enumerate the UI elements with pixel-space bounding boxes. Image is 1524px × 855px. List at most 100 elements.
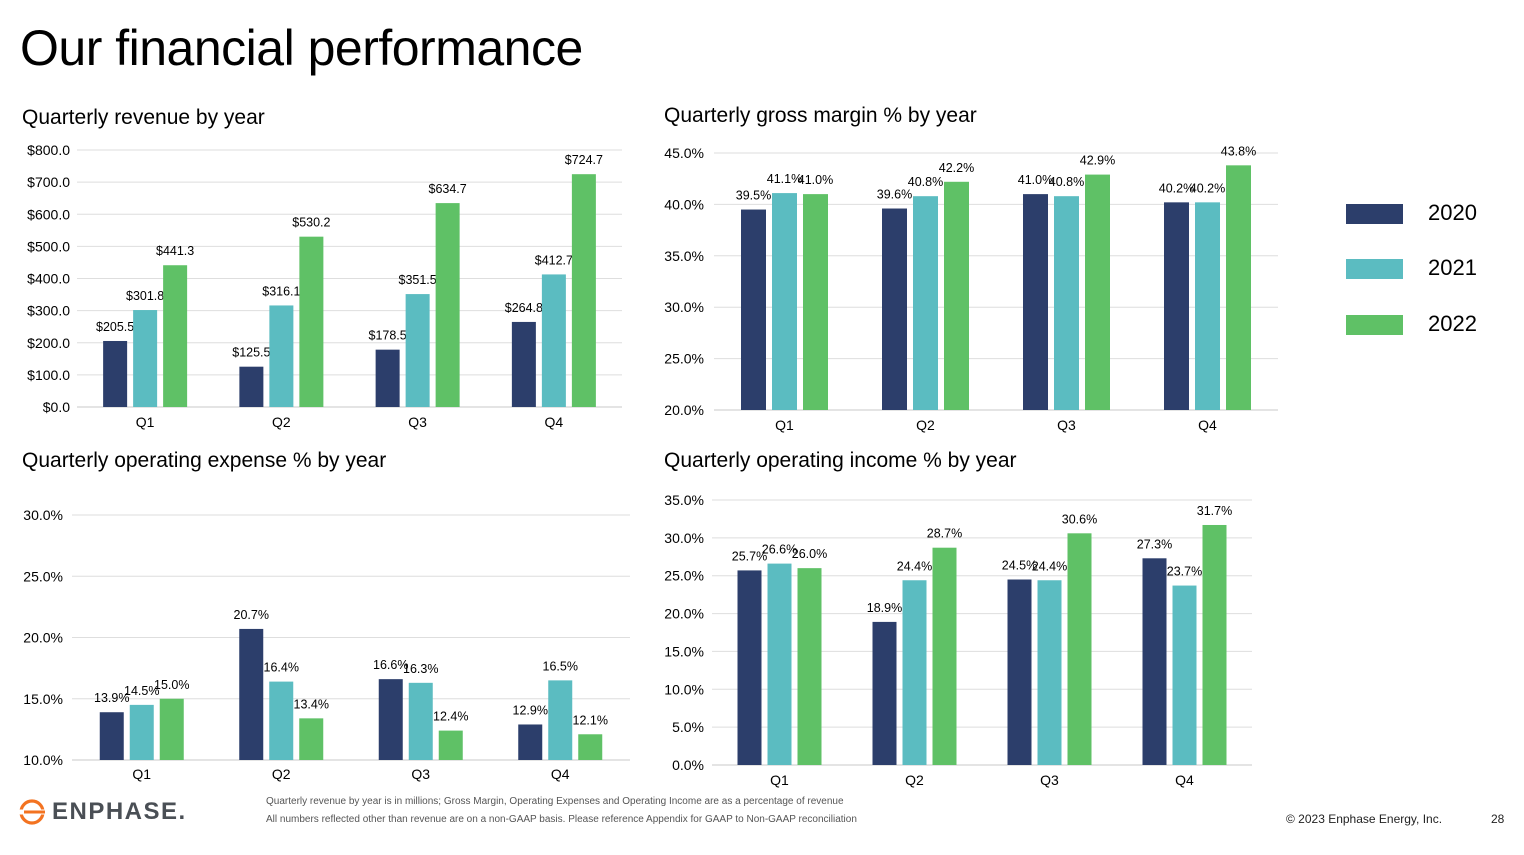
gross-margin-category-label: Q3 — [1057, 417, 1076, 433]
opinc-data-label: 30.6% — [1062, 512, 1097, 526]
opinc-bar-2021-Q3 — [1037, 580, 1062, 765]
legend-item-2021: 2021 — [1346, 255, 1496, 281]
opex-bar-2021-Q3 — [408, 682, 433, 760]
opex-data-label: 15.0% — [154, 678, 189, 692]
gross-margin-bar-2021-Q2 — [913, 196, 938, 410]
opinc-category-label: Q1 — [770, 772, 789, 788]
gross-margin-category-label: Q1 — [775, 417, 794, 433]
revenue-data-label: $178.5 — [369, 329, 407, 343]
opinc-bar-2022-Q1 — [797, 568, 822, 765]
footnote-line-2: All numbers reflected other than revenue… — [266, 814, 857, 825]
enphase-logo-text: ENPHASE. — [52, 798, 187, 825]
revenue-category-label: Q2 — [272, 414, 291, 430]
opinc-bar-2021-Q4 — [1172, 585, 1197, 765]
opex-bar-2022-Q1 — [159, 698, 184, 760]
opex-bar-2020-Q4 — [518, 724, 543, 760]
gross-margin-chart-title: Quarterly gross margin % by year — [664, 104, 977, 127]
operating-expense-chart-title: Quarterly operating expense % by year — [22, 449, 387, 472]
opex-ytick-label: 25.0% — [23, 568, 63, 584]
gross-margin-bar-2020-Q3 — [1023, 194, 1048, 410]
legend-item-2022: 2022 — [1346, 311, 1496, 337]
revenue-data-label: $530.2 — [292, 216, 330, 230]
opex-ytick-label: 10.0% — [23, 752, 63, 768]
revenue-bar-2022-Q1 — [163, 265, 188, 407]
gross-margin-data-label: 43.8% — [1221, 144, 1256, 158]
gross-margin-category-label: Q4 — [1198, 417, 1217, 433]
revenue-bar-2021-Q2 — [269, 305, 294, 407]
revenue-bar-2022-Q2 — [299, 236, 324, 407]
revenue-data-label: $264.8 — [505, 301, 543, 315]
opinc-data-label: 23.7% — [1167, 565, 1202, 579]
opinc-bar-2020-Q1 — [737, 570, 762, 765]
revenue-data-label: $634.7 — [429, 182, 467, 196]
opinc-data-label: 24.4% — [897, 559, 932, 573]
revenue-bar-2021-Q4 — [541, 274, 566, 407]
opex-ytick-label: 15.0% — [23, 691, 63, 707]
gross-margin-bar-2022-Q1 — [803, 194, 828, 410]
gross-margin-bar-2022-Q3 — [1085, 174, 1110, 410]
revenue-ytick-label: $800.0 — [27, 142, 70, 158]
legend-swatch-2022 — [1346, 315, 1403, 335]
gross-margin-bar-2022-Q4 — [1226, 165, 1251, 410]
gross-margin-bar-2020-Q2 — [882, 208, 907, 410]
revenue-bar-2020-Q4 — [511, 321, 536, 407]
opinc-bar-2020-Q4 — [1142, 558, 1167, 765]
opex-data-label: 16.3% — [403, 662, 438, 676]
opex-bar-2021-Q1 — [129, 704, 154, 760]
opex-category-label: Q4 — [551, 766, 570, 782]
revenue-bar-2022-Q3 — [435, 203, 460, 407]
opinc-data-label: 26.0% — [792, 547, 827, 561]
opex-data-label: 20.7% — [234, 608, 269, 622]
opex-bar-2022-Q4 — [578, 734, 603, 760]
gross-margin-data-label: 42.2% — [939, 161, 974, 175]
revenue-data-label: $441.3 — [156, 244, 194, 258]
legend-label-2021: 2021 — [1428, 255, 1477, 280]
opex-category-label: Q3 — [411, 766, 430, 782]
revenue-ytick-label: $100.0 — [27, 367, 70, 383]
revenue-bar-2022-Q4 — [571, 174, 596, 407]
opex-bar-2020-Q3 — [378, 679, 403, 760]
revenue-data-label: $205.5 — [96, 320, 134, 334]
opinc-ytick-label: 0.0% — [672, 757, 704, 773]
opex-bar-2022-Q2 — [299, 718, 324, 760]
opinc-bar-2020-Q3 — [1007, 579, 1032, 765]
revenue-data-label: $125.5 — [232, 346, 270, 360]
gross-margin-bar-2022-Q2 — [944, 181, 969, 410]
copyright: © 2023 Enphase Energy, Inc. — [1286, 812, 1443, 826]
revenue-ytick-label: $500.0 — [27, 238, 70, 254]
revenue-bar-2020-Q2 — [239, 366, 264, 407]
revenue-ytick-label: $300.0 — [27, 303, 70, 319]
opinc-ytick-label: 30.0% — [664, 530, 704, 546]
revenue-bar-2020-Q3 — [375, 349, 400, 407]
opex-bar-2020-Q2 — [239, 628, 264, 760]
revenue-category-label: Q1 — [136, 414, 155, 430]
opinc-bar-2020-Q2 — [872, 621, 897, 765]
gross-margin-bar-2020-Q4 — [1164, 202, 1189, 410]
revenue-bar-2021-Q1 — [133, 310, 158, 407]
page-number: 28 — [1491, 812, 1505, 826]
opex-data-label: 13.9% — [94, 691, 129, 705]
gross-margin-data-label: 41.0% — [1018, 173, 1053, 187]
opex-bar-2022-Q3 — [438, 730, 463, 760]
revenue-data-label: $301.8 — [126, 289, 164, 303]
opex-ytick-label: 20.0% — [23, 630, 63, 646]
gross-margin-bar-2021-Q3 — [1054, 196, 1079, 410]
opex-data-label: 14.5% — [124, 684, 159, 698]
gross-margin-data-label: 41.0% — [798, 173, 833, 187]
gross-margin-bar-2021-Q1 — [772, 193, 797, 410]
gross-margin-data-label: 40.8% — [908, 175, 943, 189]
gross-margin-data-label: 40.2% — [1190, 181, 1225, 195]
legend-item-2020: 2020 — [1346, 200, 1496, 226]
gross-margin-ytick-label: 40.0% — [664, 196, 704, 212]
legend-label-2020: 2020 — [1428, 200, 1477, 225]
opinc-data-label: 25.7% — [732, 549, 767, 563]
legend-swatch-2020 — [1346, 204, 1403, 224]
revenue-category-label: Q4 — [545, 414, 564, 430]
gross-margin-ytick-label: 35.0% — [664, 248, 704, 264]
opex-ytick-label: 30.0% — [23, 507, 63, 523]
opinc-category-label: Q3 — [1040, 772, 1059, 788]
gross-margin-bar-2021-Q4 — [1195, 202, 1220, 410]
revenue-data-label: $351.5 — [399, 273, 437, 287]
opex-data-label: 12.1% — [573, 713, 608, 727]
